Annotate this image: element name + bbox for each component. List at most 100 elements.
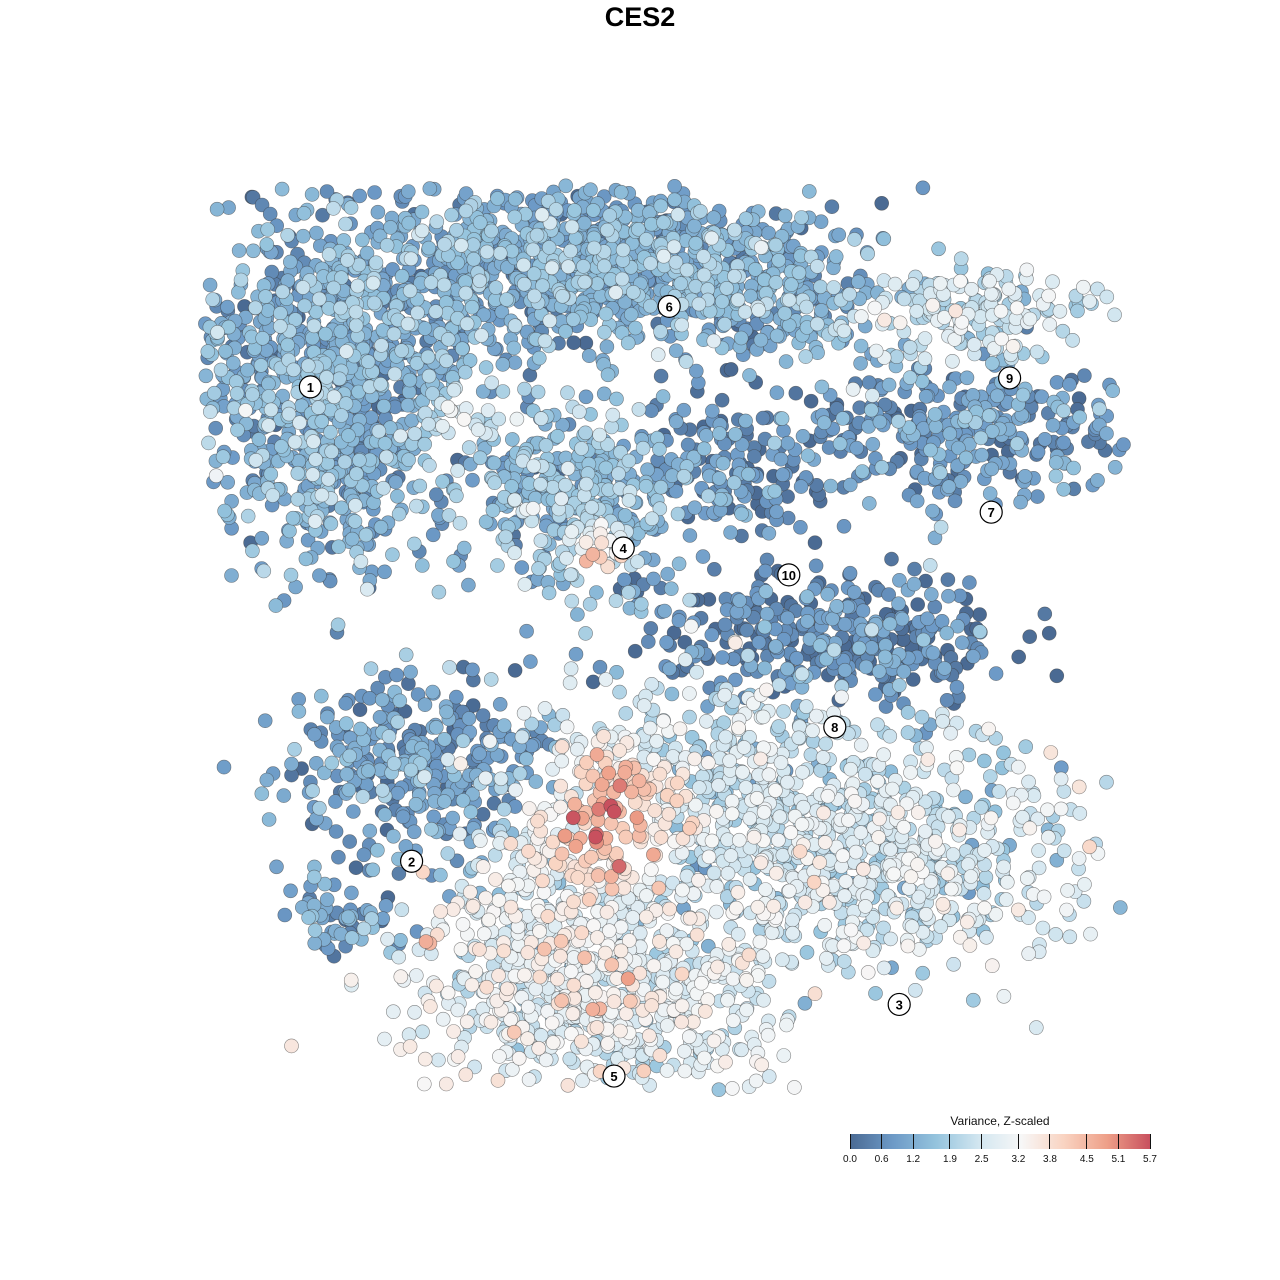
data-point bbox=[298, 551, 314, 567]
data-point bbox=[1049, 668, 1065, 684]
data-point bbox=[331, 539, 346, 555]
data-point bbox=[663, 581, 679, 597]
data-point bbox=[370, 842, 385, 858]
data-point bbox=[429, 214, 445, 229]
data-point bbox=[976, 886, 992, 901]
data-point bbox=[287, 434, 303, 450]
data-point bbox=[220, 299, 235, 315]
data-point bbox=[407, 426, 423, 442]
data-point bbox=[355, 789, 371, 804]
data-point bbox=[599, 339, 615, 355]
data-point bbox=[290, 465, 306, 481]
data-point bbox=[504, 432, 520, 447]
data-point bbox=[417, 769, 432, 785]
data-point bbox=[768, 237, 784, 253]
data-point bbox=[371, 423, 387, 439]
data-point bbox=[909, 303, 925, 319]
data-point bbox=[923, 587, 939, 602]
data-point bbox=[965, 992, 981, 1008]
data-point bbox=[820, 586, 836, 602]
data-point bbox=[801, 184, 817, 199]
data-point bbox=[542, 313, 558, 329]
data-point bbox=[507, 492, 523, 508]
data-point bbox=[259, 772, 275, 788]
data-point bbox=[738, 211, 754, 226]
data-point bbox=[824, 199, 840, 214]
data-point bbox=[953, 251, 969, 267]
data-point bbox=[1022, 629, 1037, 645]
data-point bbox=[727, 268, 742, 284]
data-point bbox=[585, 203, 601, 218]
data-point bbox=[925, 645, 941, 661]
data-point bbox=[337, 454, 353, 470]
data-point bbox=[753, 332, 769, 348]
data-point bbox=[789, 650, 805, 666]
data-point bbox=[931, 241, 946, 257]
data-point bbox=[354, 232, 370, 248]
data-point bbox=[352, 702, 368, 718]
data-point bbox=[864, 640, 879, 655]
data-point bbox=[342, 834, 358, 849]
data-point bbox=[209, 201, 225, 217]
data-point bbox=[680, 437, 696, 453]
data-point bbox=[638, 232, 654, 247]
data-point bbox=[638, 478, 654, 494]
data-point bbox=[324, 444, 339, 460]
data-point bbox=[842, 565, 858, 581]
data-point bbox=[688, 279, 703, 294]
data-point bbox=[894, 611, 910, 627]
data-point bbox=[850, 274, 866, 290]
data-point bbox=[240, 362, 255, 378]
data-point bbox=[836, 323, 852, 339]
data-point bbox=[768, 275, 784, 290]
data-point bbox=[272, 319, 288, 334]
data-point bbox=[780, 435, 796, 451]
data-point bbox=[785, 912, 800, 928]
data-point bbox=[781, 292, 797, 308]
data-point bbox=[218, 343, 233, 359]
data-point bbox=[711, 471, 727, 486]
data-point bbox=[458, 203, 474, 219]
data-point bbox=[615, 242, 631, 258]
data-point bbox=[794, 210, 809, 225]
data-point bbox=[306, 869, 322, 885]
data-point bbox=[326, 389, 342, 405]
data-point bbox=[1116, 437, 1131, 452]
data-point bbox=[818, 736, 834, 752]
data-point bbox=[625, 284, 641, 300]
data-point bbox=[576, 259, 591, 274]
data-point bbox=[949, 679, 965, 695]
data-point bbox=[1065, 332, 1080, 348]
data-point bbox=[362, 690, 378, 706]
data-point bbox=[428, 487, 444, 502]
data-point bbox=[275, 284, 290, 300]
data-point bbox=[814, 303, 829, 318]
data-point bbox=[533, 1028, 549, 1043]
data-point bbox=[254, 786, 270, 802]
data-point bbox=[657, 603, 672, 619]
data-point bbox=[328, 824, 344, 839]
data-point bbox=[667, 192, 682, 208]
data-point bbox=[492, 696, 508, 712]
data-point bbox=[788, 385, 804, 401]
data-point bbox=[973, 430, 989, 446]
data-point bbox=[984, 461, 1000, 477]
data-point bbox=[345, 804, 361, 819]
data-point bbox=[541, 240, 557, 255]
data-point bbox=[287, 741, 302, 757]
data-point bbox=[733, 330, 749, 346]
data-point bbox=[656, 215, 671, 230]
data-point bbox=[881, 377, 897, 393]
data-point bbox=[205, 292, 220, 307]
data-point bbox=[907, 982, 923, 998]
data-point bbox=[662, 661, 677, 677]
data-point bbox=[499, 292, 514, 307]
data-point bbox=[989, 388, 1005, 404]
data-point bbox=[874, 196, 890, 211]
data-point bbox=[988, 666, 1004, 681]
data-point bbox=[1030, 489, 1045, 504]
data-point bbox=[348, 498, 363, 513]
data-point bbox=[1030, 444, 1046, 460]
data-point bbox=[254, 530, 270, 546]
data-point bbox=[472, 450, 488, 466]
